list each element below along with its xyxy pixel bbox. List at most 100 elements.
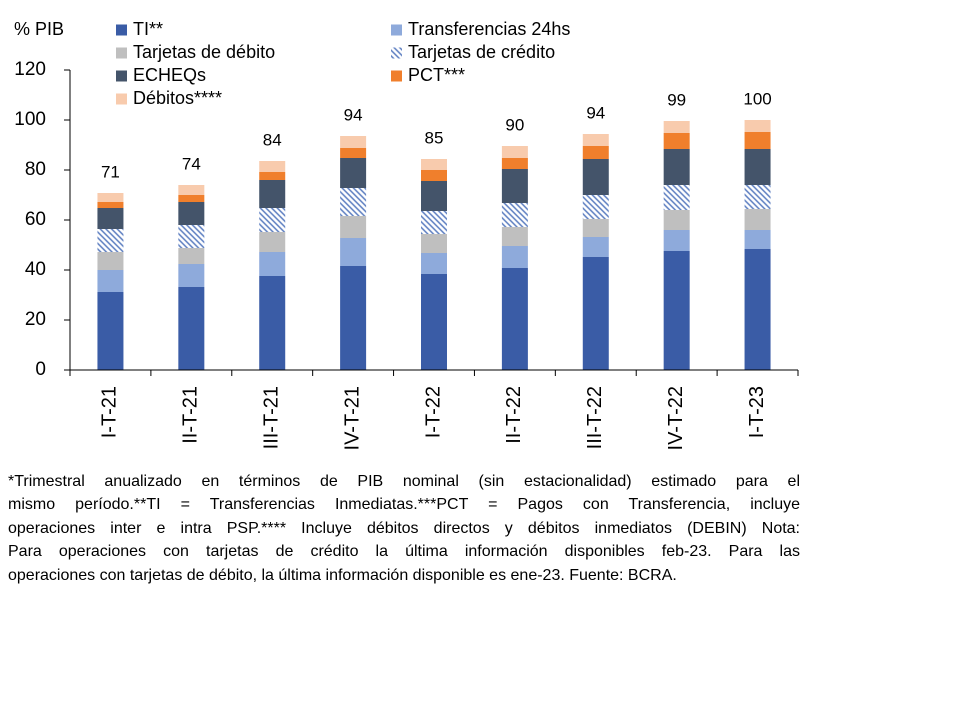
total-label-iv-t-22: 99 [667,90,686,109]
bar-segment-debitos-iii-t-21 [259,161,286,172]
x-tick-label-i-t-21: I-T-21 [99,386,121,438]
bar-segment-tarjetas-de-credito-i-t-23 [744,185,771,209]
bar-segment-pct-i-t-22 [421,170,447,181]
y-tick-label: 80 [25,159,46,180]
total-label-ii-t-21: 74 [182,154,201,173]
bar-segment-tarjetas-de-debito-iv-t-22 [663,210,690,230]
bar-segment-ti-i-t-22 [421,274,447,370]
bar-segment-transferencias-24hs-i-t-21 [97,270,124,292]
y-tick-label: 60 [25,209,46,230]
y-tick-label: 0 [35,359,46,380]
bar-segment-debitos-ii-t-22 [501,146,528,158]
legend-item-tarjetas-de-debito: Tarjetas de débito [116,42,275,62]
bar-segment-pct-iii-t-22 [582,146,609,159]
bar-segment-pct-i-t-21 [97,202,124,208]
bar-segment-echeqs-ii-t-21 [178,202,205,225]
bar-segment-tarjetas-de-credito-ii-t-21 [178,225,205,248]
bar-segment-ti-ii-t-22 [501,268,528,370]
bar-segment-pct-ii-t-22 [501,158,528,169]
bar-segment-ti-iii-t-22 [582,257,609,370]
bar-segment-echeqs-iii-t-21 [259,180,286,208]
total-label-iii-t-22: 94 [586,103,605,122]
footnote-line: *Trimestral anualizado en términos de PI… [8,473,800,490]
bar-segment-tarjetas-de-credito-i-t-21 [97,229,124,252]
bar-segment-echeqs-i-t-23 [744,149,771,185]
legend: TI** Transferencias 24hs Tarjetas de débit… [116,19,570,108]
bar-segment-tarjetas-de-credito-iv-t-22 [663,185,690,210]
total-label-ii-t-22: 90 [505,115,524,134]
bar-segment-transferencias-24hs-iii-t-22 [582,237,609,257]
legend-swatch [391,47,402,59]
x-tick-label-iv-t-22: IV-T-22 [665,386,687,450]
bar-segment-tarjetas-de-credito-iii-t-22 [582,195,609,219]
y-tick-label: 20 [25,309,46,330]
legend-label: TI** [133,19,163,39]
x-tick-label-iii-t-22: III-T-22 [584,386,606,449]
legend-swatch [116,70,127,82]
axes: 0 20 40 60 80 100 120 I-T-21 II-T-21 III-T-21 IV-T… [14,59,799,450]
bar-segment-ti-i-t-23 [744,249,771,370]
legend-swatch [391,70,402,82]
legend-swatch [391,24,402,36]
legend-label: ECHEQs [133,65,206,85]
footnote-line: mismo período.**TI = Transferencias Inme… [8,496,800,514]
legend-label: PCT*** [408,65,465,85]
footnote-line: Para operaciones con tarjetas de crédito… [8,543,800,561]
bar-segment-tarjetas-de-debito-iii-t-22 [582,219,609,237]
bar-segment-pct-iii-t-21 [259,172,286,180]
bar-segment-tarjetas-de-debito-ii-t-22 [501,227,528,246]
bar-segment-transferencias-24hs-i-t-23 [744,230,771,249]
legend-item-pct: PCT*** [391,65,465,85]
y-tick-label: 100 [14,109,46,130]
y-tick-label: 40 [25,259,46,280]
legend-label: Débitos**** [133,88,222,108]
bar-segment-echeqs-iv-t-21 [340,158,367,188]
bar-segment-debitos-i-t-21 [97,193,124,202]
x-tick-label-ii-t-22: II-T-22 [503,386,525,444]
bar-segment-tarjetas-de-debito-iii-t-21 [259,232,286,252]
bar-segment-debitos-iv-t-22 [663,121,690,133]
total-label-i-t-21: 71 [101,162,120,181]
total-label-i-t-22: 85 [425,128,444,147]
legend-label: Transferencias 24hs [408,19,570,39]
bar-segment-tarjetas-de-debito-iv-t-21 [340,216,367,238]
x-tick-label-i-t-23: I-T-23 [746,386,768,438]
bar-segment-echeqs-iii-t-22 [582,159,609,195]
bar-segment-transferencias-24hs-i-t-22 [421,253,447,274]
bar-segment-ti-ii-t-21 [178,287,205,370]
total-label-iii-t-21: 84 [263,130,282,149]
bar-segment-debitos-ii-t-21 [178,185,205,195]
bar-segment-pct-ii-t-21 [178,195,205,202]
legend-item-tarjetas-de-credito: Tarjetas de crédito [391,42,555,62]
bar-segment-tarjetas-de-debito-i-t-21 [97,252,124,270]
bar-segment-echeqs-i-t-21 [97,208,124,229]
bar-segment-ti-iii-t-21 [259,276,286,370]
y-axis-unit-label: % PIB [14,19,64,39]
bar-segment-tarjetas-de-debito-ii-t-21 [178,248,205,264]
bar-segment-tarjetas-de-debito-i-t-23 [744,209,771,230]
bar-segment-transferencias-24hs-ii-t-22 [501,246,528,268]
bar-segment-ti-i-t-21 [97,292,124,370]
total-label-i-t-23: 100 [743,89,771,108]
bar-segment-echeqs-iv-t-22 [663,149,690,185]
bar-segment-debitos-iv-t-21 [340,136,367,148]
legend-swatch [116,24,127,36]
legend-item-debitos: Débitos**** [116,88,222,108]
total-label-iv-t-21: 94 [344,105,363,124]
bar-segment-transferencias-24hs-iv-t-22 [663,230,690,251]
bar-segment-tarjetas-de-credito-iii-t-21 [259,208,286,232]
bar-segment-tarjetas-de-credito-iv-t-21 [340,188,367,216]
bar-segment-pct-iv-t-22 [663,133,690,149]
bar-segment-tarjetas-de-credito-ii-t-22 [501,203,528,227]
footnote-line: operaciones con tarjetas de débito, la ú… [8,566,677,584]
x-tick-label-iii-t-21: III-T-21 [261,386,283,449]
x-tick-label-ii-t-21: II-T-21 [180,386,202,444]
footnote: *Trimestral anualizado en términos de PI… [8,470,800,587]
x-tick-label-iv-t-21: IV-T-21 [341,386,363,450]
legend-label: Tarjetas de débito [133,42,275,62]
legend-item-transferencias-24hs: Transferencias 24hs [391,19,570,39]
bars: 71 74 84 94 85 90 94 99 100 [97,89,772,370]
x-tick-label-i-t-22: I-T-22 [422,386,444,438]
y-tick-label: 120 [14,59,46,80]
bar-segment-tarjetas-de-credito-i-t-22 [421,211,447,234]
